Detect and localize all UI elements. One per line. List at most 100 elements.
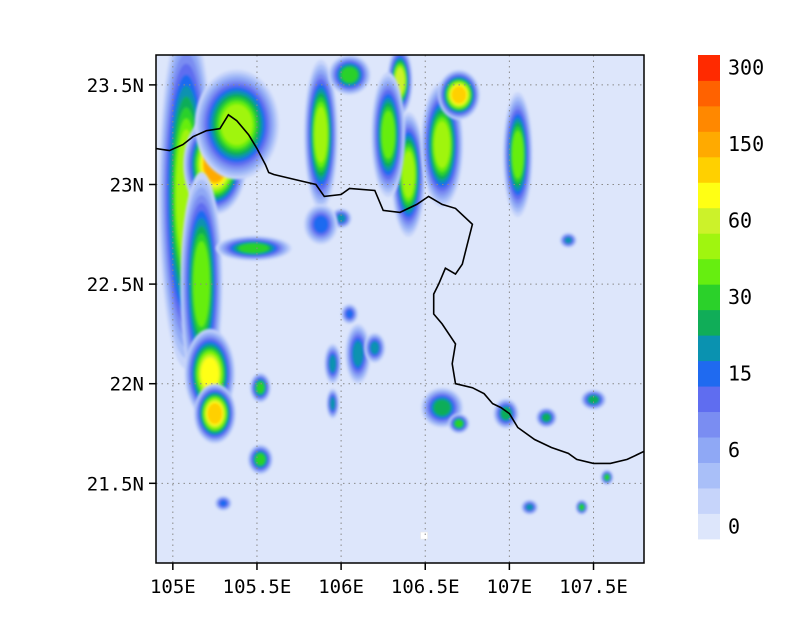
rain-cell-13 [421, 82, 464, 207]
rain-contour-level-11 [402, 151, 415, 198]
rain-contour-level-11 [434, 121, 450, 168]
rain-cell-19 [326, 388, 340, 419]
rain-contour-level-9 [579, 504, 585, 511]
rain-cell-23 [448, 413, 470, 434]
rain-contour-level-7 [352, 341, 364, 367]
colorbar-swatch [698, 131, 720, 158]
rain-cell-25 [535, 407, 557, 428]
rain-contour-level-7 [336, 214, 346, 223]
rain-contour-level-9 [256, 381, 265, 394]
colorbar-label: 0 [728, 514, 740, 538]
colorbar-swatch [698, 258, 720, 285]
rain-cell-6 [215, 235, 292, 261]
rain-cell-32 [214, 495, 232, 511]
rain-cell-10 [328, 55, 371, 95]
rain-cell-31 [304, 204, 338, 245]
x-tick-label: 107.5E [559, 576, 628, 598]
rain-contour-level-7 [330, 397, 336, 410]
rain-contour-level-7 [526, 504, 534, 511]
rain-contour-level-11 [221, 104, 253, 146]
rain-contour-level-6 [345, 309, 354, 319]
colorbar-label: 150 [728, 132, 764, 156]
rain-contour-level-7 [329, 355, 337, 373]
x-tick-label: 106.5E [391, 576, 460, 598]
colorbar-swatch [698, 360, 720, 387]
rain-contour-level-9 [604, 474, 610, 481]
colorbar-swatch [698, 182, 720, 209]
lat-lon-grid [156, 55, 644, 563]
x-tick-label: 105E [150, 576, 196, 598]
rain-contour-level-10 [512, 130, 524, 179]
y-tick-label: 23N [110, 174, 144, 196]
rain-cell-11 [387, 55, 413, 116]
colorbar-label: 300 [728, 56, 764, 80]
colorbar-swatch [698, 156, 720, 183]
y-tick-label: 22.5N [87, 274, 144, 296]
colorbar-swatch [698, 55, 720, 81]
colorbar: 0 6 15 30 60 150 300 [698, 55, 764, 540]
y-tick-label: 22N [110, 374, 144, 396]
rain-cell-27 [600, 469, 614, 485]
colorbar-swatch [698, 105, 720, 132]
rain-contour-level-14 [207, 402, 223, 425]
colorbar-swatch [698, 462, 720, 489]
colorbar-label: 60 [728, 209, 752, 233]
x-axis: 105E 105.5E 106E 106.5E 107E 107.5E [150, 563, 628, 598]
rain-cell-28 [575, 499, 589, 515]
colorbar-swatch [698, 488, 720, 514]
missing-data-cell [420, 531, 428, 540]
rain-contour-level-14 [451, 86, 467, 104]
colorbar-swatch [698, 80, 720, 107]
rain-cell-7 [249, 372, 271, 403]
rain-cell-33 [371, 72, 406, 197]
colorbar-swatch [698, 386, 720, 413]
rain-contour-level-8 [542, 413, 551, 422]
colorbar-label: 30 [728, 285, 752, 309]
rain-contour-level-9 [255, 453, 266, 466]
colorbar-swatch [698, 411, 720, 438]
x-tick-label: 106E [318, 576, 364, 598]
rain-cell-8 [247, 444, 273, 475]
rain-cell-9 [304, 59, 338, 210]
y-axis: 21.5N 22N 22.5N 23N 23.5N [87, 75, 156, 495]
rain-contour-level-11 [314, 106, 328, 163]
rain-cell-15 [503, 92, 533, 217]
rain-cell-2 [194, 69, 279, 180]
rain-contour-level-10 [381, 110, 395, 159]
rain-cell-18 [324, 343, 342, 384]
rain-cell-30 [559, 232, 577, 248]
map-plot-area [155, 54, 645, 564]
rain-cell-22 [421, 387, 464, 428]
rain-contour-level-8 [500, 407, 512, 420]
rain-cell-17 [364, 332, 386, 363]
rain-contour-level-9 [341, 67, 358, 83]
rain-contour-level-6 [313, 215, 329, 234]
rain-cell-14 [437, 69, 480, 120]
rain-cell-26 [580, 389, 607, 410]
rain-cell-29 [521, 499, 538, 515]
rain-cell-21 [341, 304, 358, 324]
x-tick-label: 107E [486, 576, 532, 598]
colorbar-swatch [698, 437, 720, 463]
rain-contour-level-7 [564, 237, 572, 244]
country-boundary [156, 113, 644, 465]
colorbar-swatch [698, 335, 720, 362]
rain-contour-level-8 [588, 395, 599, 404]
colorbar-swatch [698, 513, 720, 540]
colorbar-label: 15 [728, 361, 752, 385]
precipitation-field [158, 55, 614, 540]
rain-cell-5 [193, 383, 236, 444]
y-tick-label: 21.5N [87, 473, 144, 495]
colorbar-swatch [698, 233, 720, 260]
rain-contour-level-9 [238, 243, 269, 254]
colorbar-swatch [698, 309, 720, 336]
rain-contour-level-13 [200, 357, 219, 390]
rain-contour-level-8 [433, 399, 451, 416]
colorbar-swatch [698, 284, 720, 311]
y-tick-label: 23.5N [87, 75, 144, 97]
rain-contour-level-9 [454, 419, 464, 428]
rain-contour-level-6 [219, 499, 228, 507]
colorbar-swatch [698, 207, 720, 234]
plot-frame [155, 54, 645, 564]
